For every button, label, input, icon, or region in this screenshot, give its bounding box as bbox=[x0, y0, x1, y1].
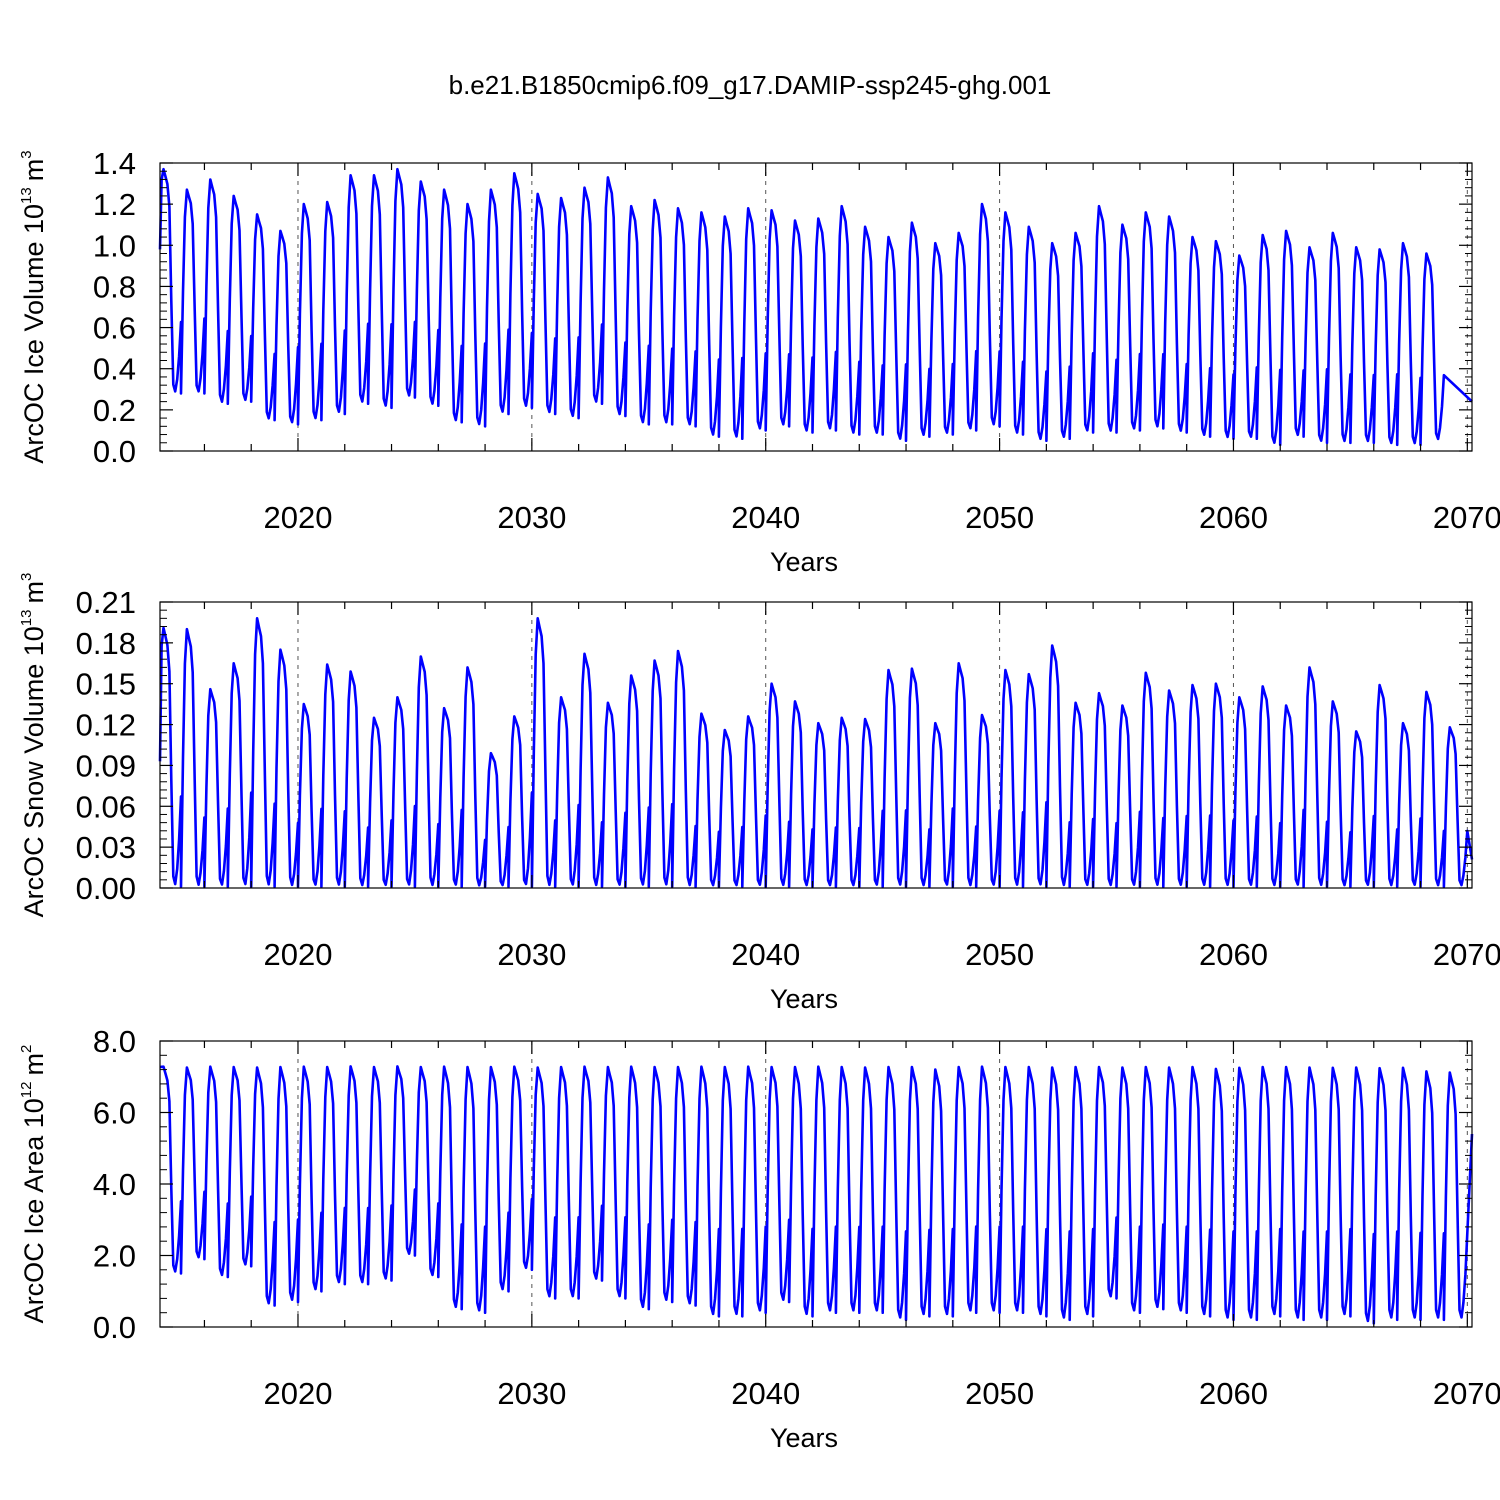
ice-area-plot-frame bbox=[159, 1040, 1473, 1328]
ice-area-ylabel: ArcOC Ice Area 1012 m2 bbox=[18, 1045, 49, 1324]
ice-area-xtick-label: 2060 bbox=[1199, 1376, 1268, 1411]
ice-volume-ylabel-unit: m bbox=[19, 159, 49, 182]
snow-volume-ytick-label: 0.15 bbox=[76, 667, 136, 702]
ice-volume-xlabel: Years bbox=[770, 547, 838, 577]
page-title: b.e21.B1850cmip6.f09_g17.DAMIP-ssp245-gh… bbox=[448, 70, 1052, 100]
ice-volume-ytick-label: 0.4 bbox=[93, 352, 136, 387]
ice-volume-ytick-label: 1.4 bbox=[93, 146, 136, 181]
ice-volume-ylabel-main: ArcOC Ice Volume 10 bbox=[19, 204, 49, 464]
ice-area-ylabel-main: ArcOC Ice Area 10 bbox=[19, 1098, 49, 1323]
ice-area-xtick-label: 2030 bbox=[497, 1376, 566, 1411]
snow-volume-ylabel-unit: m bbox=[19, 581, 49, 604]
snow-volume-series-line bbox=[158, 617, 1474, 888]
ice-area-panel: 0.0 2.0 4.0 6.0 8.0 2020 2030 2040 2050 2060 2070 Y… bbox=[18, 1024, 1500, 1453]
snow-volume-ylabel-unit-exponent: 3 bbox=[18, 573, 35, 581]
snow-volume-panel: 0.00 0.03 0.06 0.09 0.12 0.15 0.18 0.21 2020 2030… bbox=[18, 573, 1500, 1014]
ice-volume-panel: 0.0 0.2 0.4 0.6 0.8 1.0 1.2 1.4 2020 2030 2040 2050… bbox=[18, 146, 1500, 577]
ice-volume-ytick-label: 0.0 bbox=[93, 434, 136, 469]
ice-volume-xtick-label: 2030 bbox=[497, 500, 566, 535]
snow-volume-xtick-label: 2020 bbox=[263, 937, 332, 972]
ice-area-ylabel-exponent: 12 bbox=[18, 1082, 35, 1099]
ice-volume-series-line bbox=[158, 167, 1473, 447]
snow-volume-plot-frame bbox=[159, 601, 1473, 889]
ice-area-ytick-label: 4.0 bbox=[93, 1167, 136, 1202]
ice-volume-ytick-label: 0.8 bbox=[93, 269, 136, 304]
ice-volume-ytick-label: 1.0 bbox=[93, 228, 136, 263]
ice-volume-ylabel-unit-exponent: 3 bbox=[18, 150, 35, 158]
ice-area-xtick-label: 2020 bbox=[263, 1376, 332, 1411]
snow-volume-ytick-label: 0.12 bbox=[76, 708, 136, 743]
ice-area-ylabel-unit: m bbox=[19, 1053, 49, 1076]
ice-area-ytick-label: 2.0 bbox=[93, 1239, 136, 1274]
ice-area-ytick-label: 8.0 bbox=[93, 1024, 136, 1059]
ice-volume-ytick-label: 1.2 bbox=[93, 187, 136, 222]
ice-volume-ytick-label: 0.2 bbox=[93, 393, 136, 428]
ice-volume-ylabel: ArcOC Ice Volume 1013 m3 bbox=[18, 150, 49, 463]
snow-volume-xtick-label: 2060 bbox=[1199, 937, 1268, 972]
ice-volume-plot-frame bbox=[159, 162, 1473, 452]
snow-volume-ytick-label: 0.21 bbox=[76, 585, 136, 620]
ice-volume-xtick-label: 2060 bbox=[1199, 500, 1268, 535]
snow-volume-xtick-label: 2030 bbox=[497, 937, 566, 972]
snow-volume-xtick-label: 2040 bbox=[731, 937, 800, 972]
ice-area-ylabel-unit-exponent: 2 bbox=[18, 1045, 35, 1053]
snow-volume-ytick-label: 0.18 bbox=[76, 626, 136, 661]
snow-volume-ylabel: ArcOC Snow Volume 1013 m3 bbox=[18, 573, 49, 918]
snow-volume-ylabel-exponent: 13 bbox=[18, 610, 35, 627]
ice-volume-ytick-label: 0.6 bbox=[93, 311, 136, 346]
snow-volume-xlabel: Years bbox=[770, 984, 838, 1014]
ice-area-xlabel: Years bbox=[770, 1423, 838, 1453]
ice-area-ytick-label: 0.0 bbox=[93, 1310, 136, 1345]
snow-volume-ytick-label: 0.00 bbox=[76, 871, 136, 906]
snow-volume-ytick-label: 0.03 bbox=[76, 830, 136, 865]
ice-volume-xtick-label: 2050 bbox=[965, 500, 1034, 535]
ice-area-xtick-label: 2040 bbox=[731, 1376, 800, 1411]
snow-volume-ytick-label: 0.09 bbox=[76, 748, 136, 783]
ice-area-series-line bbox=[159, 1065, 1474, 1325]
ice-area-xtick-label: 2050 bbox=[965, 1376, 1034, 1411]
snow-volume-ylabel-main: ArcOC Snow Volume 10 bbox=[19, 626, 49, 917]
ice-volume-ylabel-exponent: 13 bbox=[18, 187, 35, 204]
ice-volume-xtick-label: 2040 bbox=[731, 500, 800, 535]
ice-area-ytick-label: 6.0 bbox=[93, 1096, 136, 1131]
ice-area-xtick-label: 2070 bbox=[1433, 1376, 1500, 1411]
ice-volume-xtick-label: 2070 bbox=[1433, 500, 1500, 535]
snow-volume-xtick-label: 2070 bbox=[1433, 937, 1500, 972]
snow-volume-ytick-label: 0.06 bbox=[76, 789, 136, 824]
ice-volume-xtick-label: 2020 bbox=[263, 500, 332, 535]
snow-volume-xtick-label: 2050 bbox=[965, 937, 1034, 972]
